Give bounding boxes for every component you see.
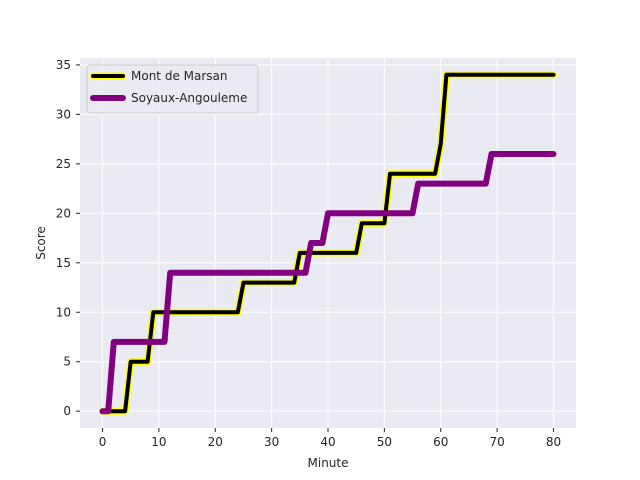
y-tick-label: 20 xyxy=(56,206,71,220)
x-tick-label: 10 xyxy=(151,435,166,449)
series-line-soyaux-angouleme xyxy=(99,151,557,415)
x-tick-label: 70 xyxy=(489,435,504,449)
x-tick-label: 20 xyxy=(208,435,223,449)
y-tick-label: 0 xyxy=(63,404,71,418)
y-axis-label: Score xyxy=(34,226,48,260)
x-tick-label: 80 xyxy=(546,435,561,449)
x-tick-label: 40 xyxy=(320,435,335,449)
y-tick-label: 35 xyxy=(56,58,71,72)
x-tick-label: 0 xyxy=(99,435,107,449)
axis-ticks: 0 10 20 30 40 50 60 70 80 0 5 10 15 20 25 30 35 xyxy=(56,58,561,449)
y-tick-label: 25 xyxy=(56,157,71,171)
y-tick-label: 5 xyxy=(63,355,71,369)
y-tick-label: 10 xyxy=(56,305,71,319)
y-tick-label: 30 xyxy=(56,107,71,121)
legend-label-soyaux-angouleme: Soyaux-Angouleme xyxy=(131,91,247,105)
x-tick-label: 60 xyxy=(433,435,448,449)
legend-box xyxy=(86,64,259,114)
y-tick-label: 15 xyxy=(56,256,71,270)
series-line-mont-de-marsan xyxy=(100,72,556,414)
x-tick-label: 50 xyxy=(377,435,392,449)
series-lines xyxy=(99,71,557,415)
legend: Mont de Marsan Soyaux-Angouleme xyxy=(86,64,259,114)
x-axis-label: Minute xyxy=(308,456,349,470)
x-tick-label: 30 xyxy=(264,435,279,449)
legend-label-mont-de-marsan: Mont de Marsan xyxy=(131,69,228,83)
